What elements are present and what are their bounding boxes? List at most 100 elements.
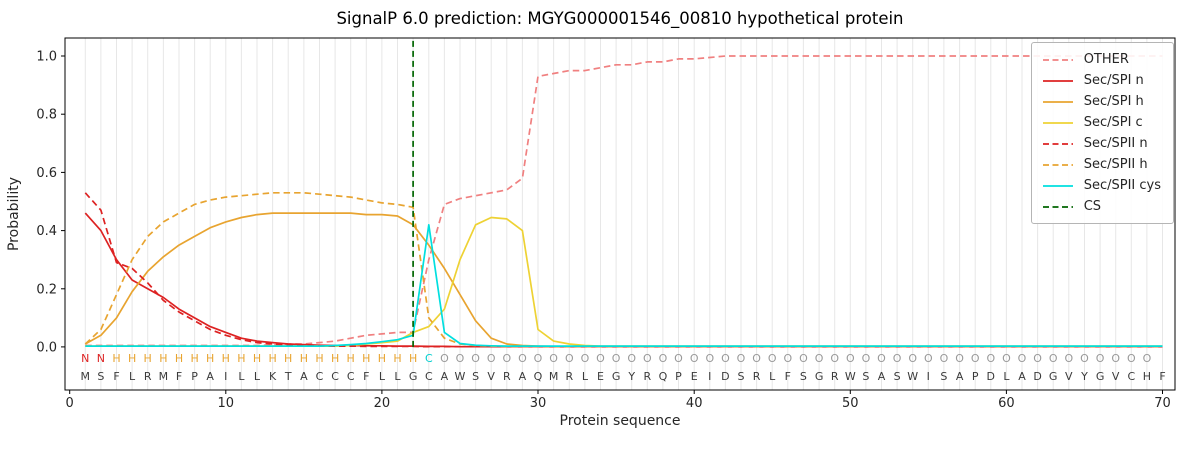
residue-letter: F (785, 370, 791, 383)
region-label: H (331, 352, 339, 365)
residue-letter: E (597, 370, 604, 383)
residue-letter: S (862, 370, 869, 383)
x-tick-label: 10 (218, 396, 235, 411)
residue-letter: G (815, 370, 824, 383)
residue-letter: F (1159, 370, 1165, 383)
y-tick-label: 0.0 (36, 340, 57, 355)
residue-letter: V (487, 370, 495, 383)
residue-letter: Q (534, 370, 543, 383)
legend-line-sample (1042, 142, 1073, 145)
region-label: C (425, 352, 433, 365)
residue-letter: R (643, 370, 651, 383)
region-label: O (690, 352, 699, 365)
region-label: H (378, 352, 386, 365)
x-tick-label: 70 (1154, 396, 1171, 411)
region-label: H (112, 352, 120, 365)
residue-letter: C (1127, 370, 1135, 383)
region-label: O (877, 352, 886, 365)
series-sec-spii-h (84, 191, 1163, 348)
region-label: H (268, 352, 276, 365)
legend-item-sec-spii-n: Sec/SPII n (1041, 133, 1161, 154)
region-label: H (393, 352, 401, 365)
region-label: O (612, 352, 621, 365)
region-label: O (1049, 352, 1058, 365)
region-label: O (456, 352, 465, 365)
region-label: O (971, 352, 980, 365)
residue-letter: A (1018, 370, 1026, 383)
residue-letter: F (363, 370, 369, 383)
region-label: O (799, 352, 808, 365)
region-label: O (830, 352, 839, 365)
residue-letter: Y (1080, 370, 1088, 383)
region-label: O (721, 352, 730, 365)
legend-label: CS (1083, 199, 1102, 214)
region-label: O (815, 352, 824, 365)
region-label: N (81, 352, 89, 365)
region-label: O (924, 352, 933, 365)
residue-letter: G (1049, 370, 1058, 383)
series-sec-spi-n (84, 212, 1163, 348)
region-label: O (768, 352, 777, 365)
region-label: O (940, 352, 949, 365)
legend-label: Sec/SPII n (1083, 136, 1148, 151)
region-label: O (1111, 352, 1120, 365)
residue-letter: R (144, 370, 152, 383)
region-label: O (1096, 352, 1105, 365)
x-tick-label: 30 (530, 396, 547, 411)
residue-letter: S (97, 370, 104, 383)
residue-letter: A (878, 370, 886, 383)
region-label: O (1002, 352, 1011, 365)
residue-letter: A (519, 370, 527, 383)
region-label: H (362, 352, 370, 365)
residue-letter: Y (627, 370, 635, 383)
legend-line-sample (1042, 163, 1073, 166)
residue-letter: M (81, 370, 91, 383)
residue-letter: P (191, 370, 198, 383)
y-tick-label: 0.8 (36, 108, 57, 123)
residue-letter: W (907, 370, 918, 383)
region-label: O (752, 352, 761, 365)
plot-frame (64, 37, 1176, 391)
residue-letter: L (129, 370, 136, 383)
region-label: O (1033, 352, 1042, 365)
region-label: O (955, 352, 964, 365)
region-label: O (705, 352, 714, 365)
region-label: O (549, 352, 558, 365)
legend-label: Sec/SPI c (1083, 115, 1143, 130)
residue-letter: W (455, 370, 466, 383)
x-axis-label: Protein sequence (559, 413, 681, 429)
x-tick-label: 0 (66, 396, 74, 411)
region-label: O (783, 352, 792, 365)
residue-letter: S (738, 370, 745, 383)
region-label: O (862, 352, 871, 365)
region-label: H (409, 352, 417, 365)
residue-letter: D (721, 370, 729, 383)
residue-letter: L (769, 370, 776, 383)
y-tick-label: 0.4 (36, 224, 57, 239)
region-label: O (1064, 352, 1073, 365)
region-label: O (846, 352, 855, 365)
region-label: H (284, 352, 292, 365)
residue-letter: R (565, 370, 573, 383)
residue-letter: F (176, 370, 182, 383)
legend-label: OTHER (1083, 52, 1129, 67)
legend-label: Sec/SPI h (1083, 94, 1144, 109)
residue-letter: A (300, 370, 308, 383)
region-label: O (1018, 352, 1027, 365)
legend-line-sample (1042, 100, 1073, 103)
region-label: O (534, 352, 543, 365)
legend-item-other: OTHER (1041, 49, 1161, 70)
residue-letter: I (224, 370, 227, 383)
region-label: O (627, 352, 636, 365)
region-label: O (581, 352, 590, 365)
region-label: H (190, 352, 198, 365)
legend-line-sample (1042, 58, 1073, 61)
region-label: O (908, 352, 917, 365)
residue-letter: C (347, 370, 355, 383)
region-label: O (1127, 352, 1136, 365)
residue-letter: L (238, 370, 245, 383)
region-label: O (737, 352, 746, 365)
residue-letter: D (1033, 370, 1041, 383)
region-label: H (206, 352, 214, 365)
